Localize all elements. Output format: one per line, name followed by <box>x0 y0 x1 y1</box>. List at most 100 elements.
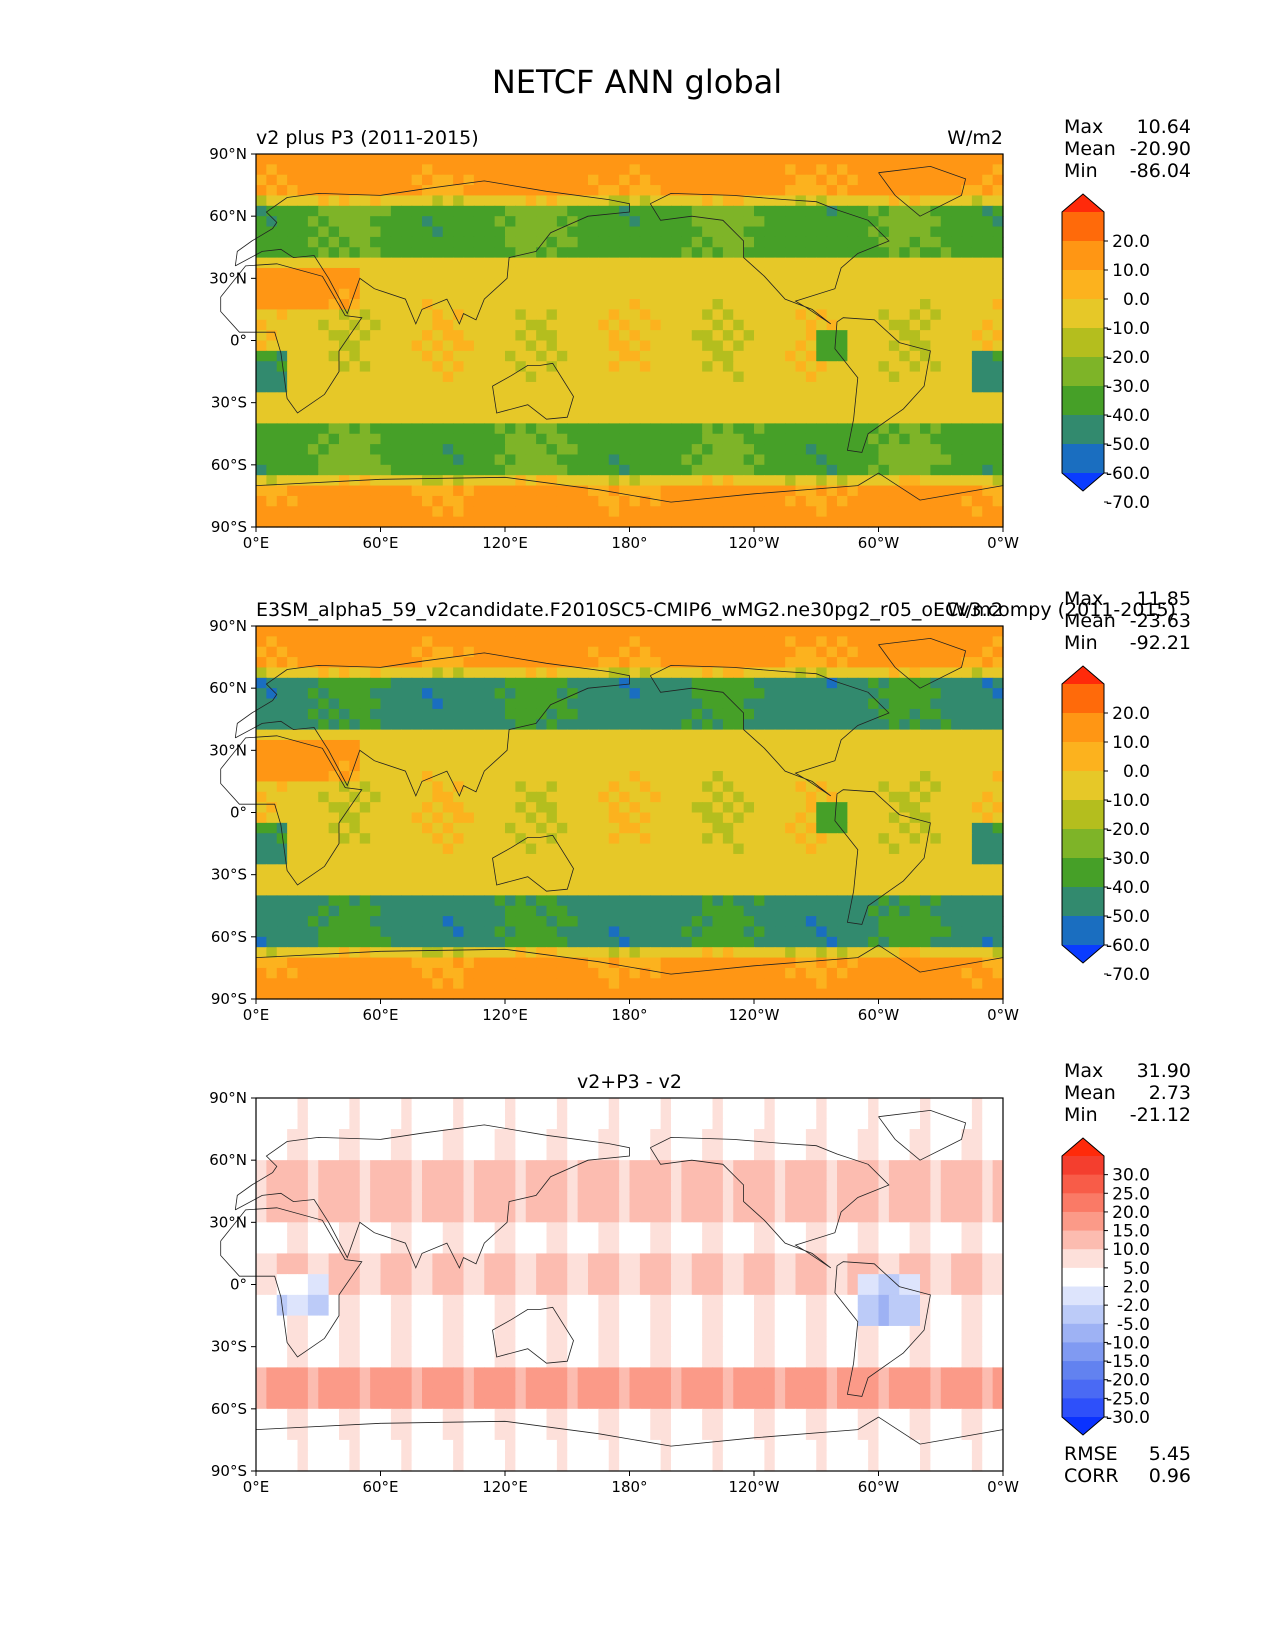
map-cell <box>390 698 402 710</box>
map-cell <box>484 667 496 679</box>
map-cell <box>380 340 392 352</box>
map-cell <box>743 864 755 876</box>
map-cell <box>359 833 371 845</box>
map-cell <box>494 657 506 669</box>
map-cell <box>691 791 703 803</box>
map-cell <box>899 506 911 518</box>
map-cell <box>505 729 516 741</box>
map-cell <box>339 895 350 907</box>
map-cell <box>473 154 485 165</box>
map-cell <box>639 791 651 803</box>
map-cell <box>857 278 869 290</box>
map-cell <box>359 164 371 176</box>
map-cell <box>370 350 382 362</box>
map-cell <box>256 864 267 876</box>
lat-tick-label: 90°S <box>211 518 247 536</box>
map-cell <box>318 646 330 658</box>
map-cell <box>733 506 745 518</box>
map-cell <box>639 381 651 393</box>
map-cell <box>847 309 859 321</box>
map-cell <box>930 750 942 762</box>
map-cell <box>266 812 278 824</box>
map-cell <box>888 361 900 373</box>
map-cell <box>743 822 755 834</box>
map-cell <box>577 454 589 466</box>
map-cell <box>432 646 444 658</box>
map-cell <box>318 833 330 845</box>
map-cell <box>453 392 465 404</box>
map-cell <box>318 495 330 507</box>
map-cell <box>888 381 900 393</box>
map-cell <box>837 371 848 383</box>
map-cell <box>370 381 382 393</box>
map-cell <box>681 226 693 238</box>
map-cell <box>588 739 599 751</box>
map-cell <box>816 495 828 507</box>
map-cell <box>401 688 413 700</box>
map-cell <box>982 812 994 824</box>
map-cell <box>525 506 537 518</box>
map-cell <box>826 688 838 700</box>
map-cell <box>754 299 765 311</box>
map-cell <box>256 885 267 896</box>
map-cell <box>878 413 890 424</box>
map-cell <box>878 485 890 497</box>
map-cell <box>930 739 942 751</box>
map-cell <box>951 812 963 824</box>
map-cell <box>702 319 714 331</box>
map-cell <box>453 822 465 834</box>
map-cell <box>307 771 319 783</box>
map-cell <box>297 361 309 373</box>
map-cell <box>951 402 963 414</box>
map-cell <box>484 812 496 824</box>
map-cell <box>588 423 599 435</box>
map-cell <box>598 350 610 362</box>
map-cell <box>453 495 465 507</box>
map-cell <box>795 216 807 228</box>
map-cell <box>608 657 620 669</box>
map-cell <box>920 330 931 342</box>
map-cell <box>805 843 817 855</box>
map-cell <box>256 340 267 352</box>
map-cell <box>401 278 413 290</box>
map-cell <box>681 340 693 352</box>
map-cell <box>349 864 361 876</box>
map-cell <box>992 423 1004 435</box>
map-cell <box>671 236 682 248</box>
map-cell <box>681 688 693 700</box>
map-cell <box>702 330 714 342</box>
map-cell <box>868 885 880 896</box>
map-cell <box>484 926 496 938</box>
stat-value: -86.04 <box>1130 160 1191 182</box>
map-cell <box>390 392 402 404</box>
map-cell <box>494 236 506 248</box>
map-cell <box>608 257 620 269</box>
map-cell <box>463 361 475 373</box>
map-cell <box>370 454 382 466</box>
map-cell <box>992 905 1004 917</box>
map-cell <box>422 874 433 886</box>
map-cell <box>598 340 610 352</box>
map-cell <box>546 864 558 876</box>
map-cell <box>370 646 382 658</box>
map-cell <box>619 667 631 679</box>
map-cell <box>920 822 931 834</box>
map-cell <box>971 164 983 176</box>
map-cell <box>411 154 423 165</box>
map-cell <box>349 226 361 238</box>
map-cell <box>256 771 267 783</box>
map-cell <box>940 216 952 228</box>
map-cell <box>992 677 1004 689</box>
map-cell <box>318 309 330 321</box>
map-cell <box>971 802 983 814</box>
map-cell <box>608 216 620 228</box>
map-cell <box>805 340 817 352</box>
map-cell <box>328 205 340 217</box>
map-cell <box>951 464 963 476</box>
map-cell <box>650 185 662 197</box>
map-cell <box>297 402 309 414</box>
map-cell <box>629 516 641 528</box>
map-cell <box>816 319 828 331</box>
map-cell <box>307 288 319 300</box>
map-cell <box>940 288 952 300</box>
